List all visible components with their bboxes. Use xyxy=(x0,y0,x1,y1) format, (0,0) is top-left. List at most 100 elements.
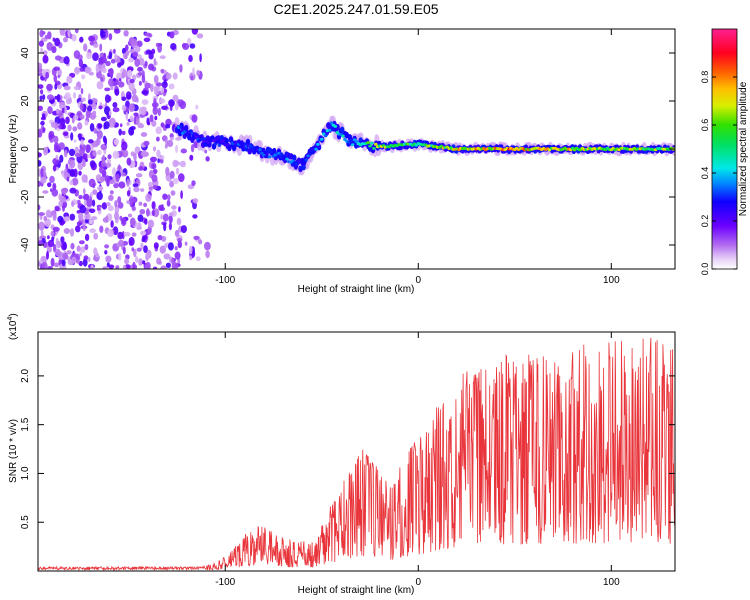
spectrogram-ridge-core xyxy=(310,149,314,153)
spectrogram-noise-cell xyxy=(105,30,109,38)
spectrogram-noise-cell xyxy=(40,230,44,237)
spectrogram-noise-cell xyxy=(105,162,112,168)
spectrogram-noise-cell xyxy=(38,62,43,70)
spectrogram-noise-cell xyxy=(38,221,45,231)
spectrogram-marks xyxy=(38,29,675,269)
spectrogram-ridge-cell xyxy=(224,137,229,145)
spectrogram-noise-cell xyxy=(105,255,112,263)
spectrogram-noise-cell xyxy=(133,112,139,117)
spectrogram-y-tick-label: -20 xyxy=(20,189,31,204)
spectrogram-noise-cell xyxy=(109,190,114,195)
spectrogram-ridge-core xyxy=(179,125,183,128)
spectrogram-noise-cell xyxy=(101,154,106,164)
spectrogram-noise-cell xyxy=(79,252,82,257)
spectrogram-noise-cell xyxy=(38,160,42,167)
spectrogram-noise-cell xyxy=(80,87,84,95)
spectrogram-noise-cell xyxy=(79,147,85,155)
spectrogram-noise-cell xyxy=(154,87,159,96)
spectrogram-noise-cell xyxy=(168,83,175,90)
spectrogram-noise-cell xyxy=(50,257,55,267)
spectrogram-noise-cell xyxy=(42,50,48,56)
spectrogram-noise-cell xyxy=(128,57,135,63)
spectrogram-noise-cell xyxy=(73,50,81,59)
spectrogram-noise-cell xyxy=(54,55,62,61)
spectrogram-noise-cell xyxy=(146,208,150,217)
spectrogram-noise-cell xyxy=(188,54,193,63)
spectrogram-noise-cell xyxy=(128,82,135,91)
spectrogram-ridge-core xyxy=(316,142,320,146)
spectrogram-noise-cell xyxy=(180,190,184,200)
spectrogram-ridge-core xyxy=(304,158,309,162)
spectrogram-noise-cell xyxy=(147,219,155,228)
spectrogram-noise-cell xyxy=(65,116,70,125)
spectrogram-noise-cell xyxy=(149,114,154,123)
spectrogram-ridge-core xyxy=(320,137,324,141)
spectrogram-ridge-core xyxy=(348,139,353,143)
spectrogram-noise-cell xyxy=(178,206,181,213)
spectrogram-ridge-cell xyxy=(184,124,189,132)
spectrogram-noise-cell xyxy=(204,149,208,154)
spectrogram-noise-cell xyxy=(134,45,141,53)
spectrogram-noise-cell xyxy=(89,123,95,132)
spectrogram-noise-cell xyxy=(91,103,97,110)
spectrogram-noise-cell xyxy=(143,140,150,146)
spectrogram-noise-cell xyxy=(84,233,90,241)
spectrogram-noise-cell xyxy=(125,91,132,100)
spectrogram-noise-cell xyxy=(150,83,154,93)
spectrogram-noise-cell xyxy=(189,154,194,161)
spectrogram-noise-cell xyxy=(38,152,42,158)
spectrogram-ridge-core xyxy=(229,144,233,148)
spectrogram-noise-cell xyxy=(106,159,112,163)
spectrogram-noise-cell xyxy=(164,243,168,249)
spectrogram-noise-cell xyxy=(156,257,162,265)
spectrogram-noise-cell xyxy=(101,202,108,210)
spectrogram-noise-cell xyxy=(160,122,165,128)
spectrogram-noise-cell xyxy=(57,74,61,79)
spectrogram-noise-cell xyxy=(133,116,137,125)
spectrogram-noise-cell xyxy=(165,72,172,80)
spectrogram-noise-cell xyxy=(114,88,120,96)
snr-marks xyxy=(38,337,675,571)
colorbar-tick-label: 0.8 xyxy=(700,71,710,84)
spectrogram-noise-cell xyxy=(45,71,50,79)
spectrogram-noise-cell xyxy=(38,105,43,111)
spectrogram-noise-cell xyxy=(117,164,121,172)
spectrogram-noise-cell xyxy=(126,190,131,197)
spectrogram-noise-cell xyxy=(103,121,110,130)
spectrogram-ridge-core xyxy=(312,145,316,149)
spectrogram-noise-cell xyxy=(53,74,58,83)
spectrogram-noise-cell xyxy=(127,213,133,218)
spectrogram-ridge-core xyxy=(227,138,231,142)
spectrogram-noise-cell xyxy=(115,265,120,269)
spectrogram-noise-cell xyxy=(175,167,180,175)
spectrogram-ridge-core xyxy=(279,152,284,156)
spectrogram-noise-cell xyxy=(155,82,163,87)
spectrogram-noise-cell xyxy=(165,124,171,129)
spectrogram-noise-cell xyxy=(139,209,146,215)
spectrogram-noise-cell xyxy=(162,213,169,222)
spectrogram-noise-cell xyxy=(141,237,146,243)
spectrogram-noise-cell xyxy=(74,146,80,155)
spectrogram-noise-cell xyxy=(64,106,67,115)
spectrogram-noise-cell xyxy=(120,172,126,177)
spectrogram-noise-cell xyxy=(78,94,82,99)
spectrogram-noise-cell xyxy=(69,228,75,237)
spectrogram-noise-cell xyxy=(63,216,70,222)
spectrogram-noise-cell xyxy=(112,102,118,108)
spectrogram-noise-cell xyxy=(191,29,199,35)
spectrogram-noise-cell xyxy=(117,196,122,204)
spectrogram-noise-cell xyxy=(69,213,76,221)
spectrogram-noise-cell xyxy=(190,144,195,153)
spectrogram-noise-cell xyxy=(87,256,91,263)
spectrogram-noise-cell xyxy=(119,123,123,128)
spectrogram-noise-cell xyxy=(151,174,158,183)
spectrogram-x-tick-label: 100 xyxy=(603,275,620,286)
spectrogram-noise-cell xyxy=(121,96,127,102)
spectrogram-noise-cell xyxy=(171,257,174,266)
spectrogram-noise-cell xyxy=(89,228,96,233)
spectrogram-noise-cell xyxy=(93,43,99,48)
spectrogram-noise-cell xyxy=(172,177,179,185)
spectrogram-ridge-core xyxy=(211,139,216,143)
colorbar-ticks: 0.0 0.2 0.4 0.6 0.8 xyxy=(700,71,737,275)
spectrogram-noise-cell xyxy=(163,79,167,85)
